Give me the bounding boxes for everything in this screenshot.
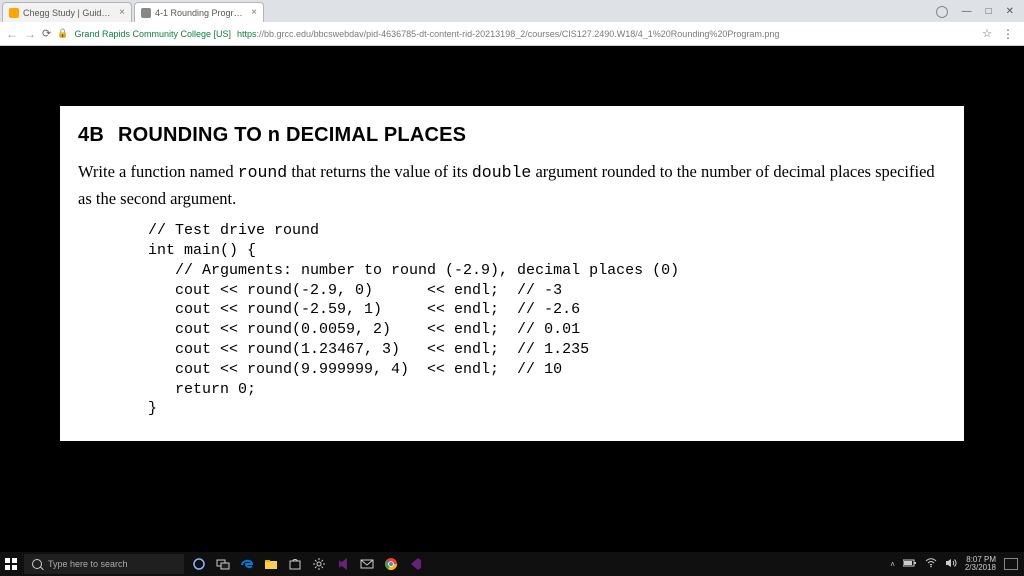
document-page: 4B ROUNDING TO n DECIMAL PLACES Write a f…: [60, 106, 964, 441]
taskview-icon[interactable]: [216, 557, 230, 571]
action-center-icon[interactable]: [1004, 558, 1018, 570]
browser-menu-icon[interactable]: ⋮: [998, 27, 1018, 41]
lock-icon: 🔒: [57, 28, 68, 39]
tab-title: 4-1 Rounding Program.p: [155, 8, 247, 18]
vs-icon[interactable]: [336, 557, 350, 571]
store-icon[interactable]: [288, 557, 302, 571]
vscode-icon[interactable]: [408, 557, 422, 571]
minimize-button[interactable]: —: [962, 6, 972, 18]
taskbar-pinned: [192, 557, 422, 571]
doc-heading: 4B ROUNDING TO n DECIMAL PLACES: [78, 124, 946, 147]
windows-taskbar: Type here to search ˄ 8:07 PM 2/3/2018: [0, 552, 1024, 576]
body-part: that returns the value of its: [287, 162, 472, 181]
heading-text-b: DECIMAL PLACES: [280, 124, 466, 146]
taskbar-clock[interactable]: 8:07 PM 2/3/2018: [965, 556, 996, 572]
browser-tab-active[interactable]: 4-1 Rounding Program.p ×: [134, 2, 264, 22]
body-part: Write a function named: [78, 162, 238, 181]
heading-n: n: [268, 124, 280, 146]
settings-icon[interactable]: [312, 557, 326, 571]
favicon-icon: [141, 8, 151, 18]
user-icon[interactable]: [936, 6, 948, 18]
search-icon: [32, 559, 42, 569]
back-button[interactable]: ←: [6, 27, 18, 41]
window-controls: — □ ✕: [936, 6, 1024, 22]
favicon-icon: [9, 8, 19, 18]
wifi-icon[interactable]: [925, 558, 937, 570]
url-field[interactable]: https://bb.grcc.edu/bbcswebdav/pid-46367…: [237, 29, 976, 39]
start-button[interactable]: [0, 552, 22, 576]
address-bar: ← → ⟳ 🔒 Grand Rapids Community College […: [0, 22, 1024, 46]
inline-code: round: [238, 163, 288, 182]
browser-tab-strip: Chegg Study | Guided S… × 4-1 Rounding P…: [0, 0, 1024, 22]
search-placeholder: Type here to search: [48, 559, 128, 569]
inline-code: double: [472, 163, 531, 182]
mail-icon[interactable]: [360, 557, 374, 571]
page-viewport: 4B ROUNDING TO n DECIMAL PLACES Write a f…: [0, 46, 1024, 552]
url-rest: ://bb.grcc.edu/bbcswebdav/pid-4636785-dt…: [257, 29, 780, 39]
reload-button[interactable]: ⟳: [42, 27, 51, 40]
system-tray: ˄ 8:07 PM 2/3/2018: [890, 556, 1024, 572]
clock-date: 2/3/2018: [965, 564, 996, 572]
chrome-icon[interactable]: [384, 557, 398, 571]
edge-icon[interactable]: [240, 557, 254, 571]
maximize-button[interactable]: □: [986, 6, 992, 18]
close-button[interactable]: ✕: [1006, 6, 1014, 18]
code-block: // Test drive round int main() { // Argu…: [148, 221, 946, 419]
taskbar-search[interactable]: Type here to search: [24, 554, 184, 574]
battery-icon[interactable]: [903, 559, 917, 569]
cert-org: Grand Rapids Community College [US]: [74, 29, 231, 39]
bookmark-star-icon[interactable]: ☆: [982, 27, 992, 40]
heading-text-a: ROUNDING TO: [118, 124, 268, 146]
tab-title: Chegg Study | Guided S…: [23, 8, 115, 18]
forward-button[interactable]: →: [24, 27, 36, 41]
windows-logo-icon: [5, 558, 17, 570]
explorer-icon[interactable]: [264, 557, 278, 571]
volume-icon[interactable]: [945, 558, 957, 570]
doc-body: Write a function named round that return…: [78, 159, 946, 211]
browser-tab[interactable]: Chegg Study | Guided S… ×: [2, 2, 132, 22]
tab-close-icon[interactable]: ×: [119, 7, 125, 18]
cortana-icon[interactable]: [192, 557, 206, 571]
tray-overflow-icon[interactable]: ˄: [890, 560, 895, 569]
tab-close-icon[interactable]: ×: [251, 7, 257, 18]
url-scheme: https: [237, 29, 257, 39]
heading-number: 4B: [78, 124, 104, 146]
